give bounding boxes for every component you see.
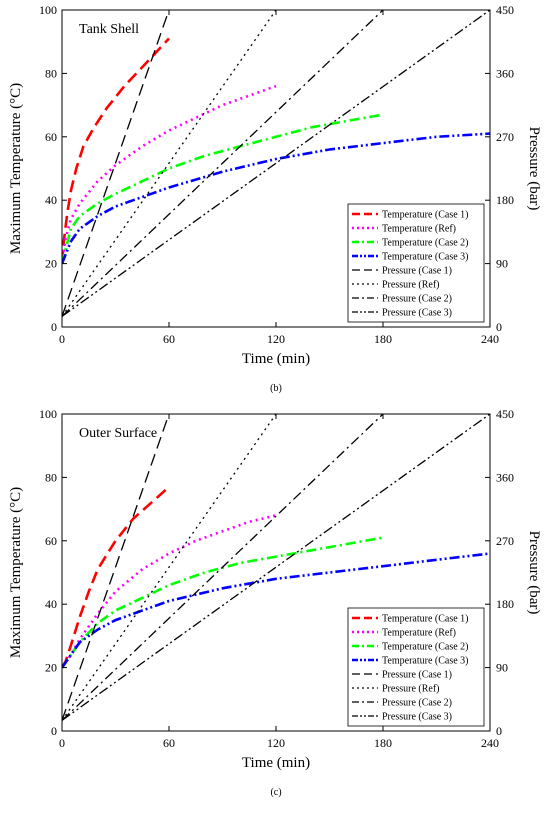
y-tick-label: 0 <box>51 724 57 738</box>
x-tick-label: 60 <box>163 736 175 750</box>
y2-tick-label: 90 <box>496 257 508 271</box>
legend-label-pressure-case-1: Pressure (Case 1) <box>382 670 452 681</box>
x-axis-label: Time (min) <box>242 755 310 771</box>
y-tick-label: 80 <box>45 66 57 80</box>
y2-tick-label: 450 <box>496 407 514 421</box>
chart-panel-b: 0 60 120 180 240 0 20 40 60 80 100 0 90 180 270 360 450 T… <box>0 0 550 404</box>
legend-label-pressure-case-3: Pressure (Case 3) <box>382 308 452 319</box>
series-line-pressure-case-2 <box>62 10 384 317</box>
x-tick-label: 0 <box>59 332 65 346</box>
legend-label-temperature-case-1: Temperature (Case 1) <box>382 614 468 625</box>
y2-axis-label: Pressure (bar) <box>526 127 542 211</box>
y2-tick-label: 360 <box>496 66 514 80</box>
y-tick-label: 100 <box>39 3 57 17</box>
legend-label-pressure-case-2: Pressure (Case 2) <box>382 294 452 305</box>
y2-tick-label: 0 <box>496 320 502 334</box>
y2-tick-label: 90 <box>496 661 508 675</box>
y2-tick-label: 180 <box>496 193 514 207</box>
y-tick-label: 20 <box>45 257 57 271</box>
y-tick-label: 80 <box>45 470 57 484</box>
x-axis-label: Time (min) <box>242 351 310 367</box>
y-tick-label: 40 <box>45 597 57 611</box>
y-tick-label: 40 <box>45 193 57 207</box>
x-tick-label: 60 <box>163 332 175 346</box>
series-line-temperature-ref <box>62 514 277 669</box>
series-line-temperature-case-3 <box>62 552 490 669</box>
x-tick-label: 0 <box>59 736 65 750</box>
y-axis-label: Maximum Temperature (°C) <box>8 83 24 254</box>
chart-c: 0 60 120 180 240020406080100090180270360450T… <box>8 407 542 798</box>
x-tick-label: 180 <box>374 332 392 346</box>
legend-label-pressure-case-3: Pressure (Case 3) <box>382 712 452 723</box>
series-line-temperature-case-2 <box>62 113 384 264</box>
series-line-temperature-case-1 <box>62 485 170 669</box>
x-tick-label: 240 <box>481 736 499 750</box>
legend-label-temperature-case-3: Temperature (Case 3) <box>382 656 468 667</box>
y-tick-label: 20 <box>45 661 57 675</box>
y-tick-label: 60 <box>45 130 57 144</box>
legend-label-pressure-ref: Pressure (Ref) <box>382 684 439 695</box>
y2-axis-label: Pressure (bar) <box>526 531 542 615</box>
chart-title: Tank Shell <box>79 22 139 37</box>
series-line-pressure-case-1 <box>62 10 170 317</box>
series-line-pressure-ref <box>62 10 277 317</box>
legend-label-temperature-ref: Temperature (Ref) <box>382 628 456 639</box>
series-line-temperature-ref <box>62 84 277 264</box>
x-tick-label: 120 <box>267 332 285 346</box>
legend-box <box>347 607 485 727</box>
panel-label: (b) <box>270 383 282 394</box>
y2-tick-label: 450 <box>496 3 514 17</box>
chart-b: 0 60 120 180 240020406080100090180270360450T… <box>8 3 542 394</box>
legend-label-pressure-case-1: Pressure (Case 1) <box>382 266 452 277</box>
series-line-temperature-case-2 <box>62 536 384 669</box>
series-line-pressure-case-3 <box>62 10 490 317</box>
series-group <box>62 414 490 721</box>
legend-label-temperature-case-3: Temperature (Case 3) <box>382 252 468 263</box>
legend-label-pressure-ref: Pressure (Ref) <box>382 280 439 291</box>
series-line-pressure-case-2 <box>62 414 384 721</box>
legend-label-temperature-case-2: Temperature (Case 2) <box>382 642 468 653</box>
y-tick-label: 100 <box>39 407 57 421</box>
series-line-pressure-case-1 <box>62 414 170 721</box>
chart-panel-c: 0 60 120 180 240 0 20 40 60 80 100 0 90 180 270 360 450 T… <box>0 404 550 808</box>
y2-tick-label: 270 <box>496 534 514 548</box>
y2-tick-label: 180 <box>496 597 514 611</box>
chart-title: Outer Surface <box>79 426 157 441</box>
x-tick-label: 120 <box>267 736 285 750</box>
series-line-pressure-ref <box>62 414 277 721</box>
y2-tick-label: 270 <box>496 130 514 144</box>
y-tick-label: 0 <box>51 320 57 334</box>
legend-label-pressure-case-2: Pressure (Case 2) <box>382 698 452 709</box>
y2-tick-label: 0 <box>496 724 502 738</box>
y-axis-label: Maximum Temperature (°C) <box>8 487 24 658</box>
legend-label-temperature-case-1: Temperature (Case 1) <box>382 210 468 221</box>
legend-label-temperature-ref: Temperature (Ref) <box>382 224 456 235</box>
x-tick-label: 180 <box>374 736 392 750</box>
series-line-pressure-case-3 <box>62 414 490 721</box>
y-tick-label: 60 <box>45 534 57 548</box>
legend-box <box>347 203 485 323</box>
series-line-temperature-case-3 <box>62 132 490 265</box>
y2-tick-label: 360 <box>496 470 514 484</box>
x-tick-label: 240 <box>481 332 499 346</box>
panel-label: (c) <box>270 787 281 798</box>
series-group <box>62 10 490 317</box>
legend-label-temperature-case-2: Temperature (Case 2) <box>382 238 468 249</box>
series-line-temperature-case-1 <box>62 37 170 264</box>
